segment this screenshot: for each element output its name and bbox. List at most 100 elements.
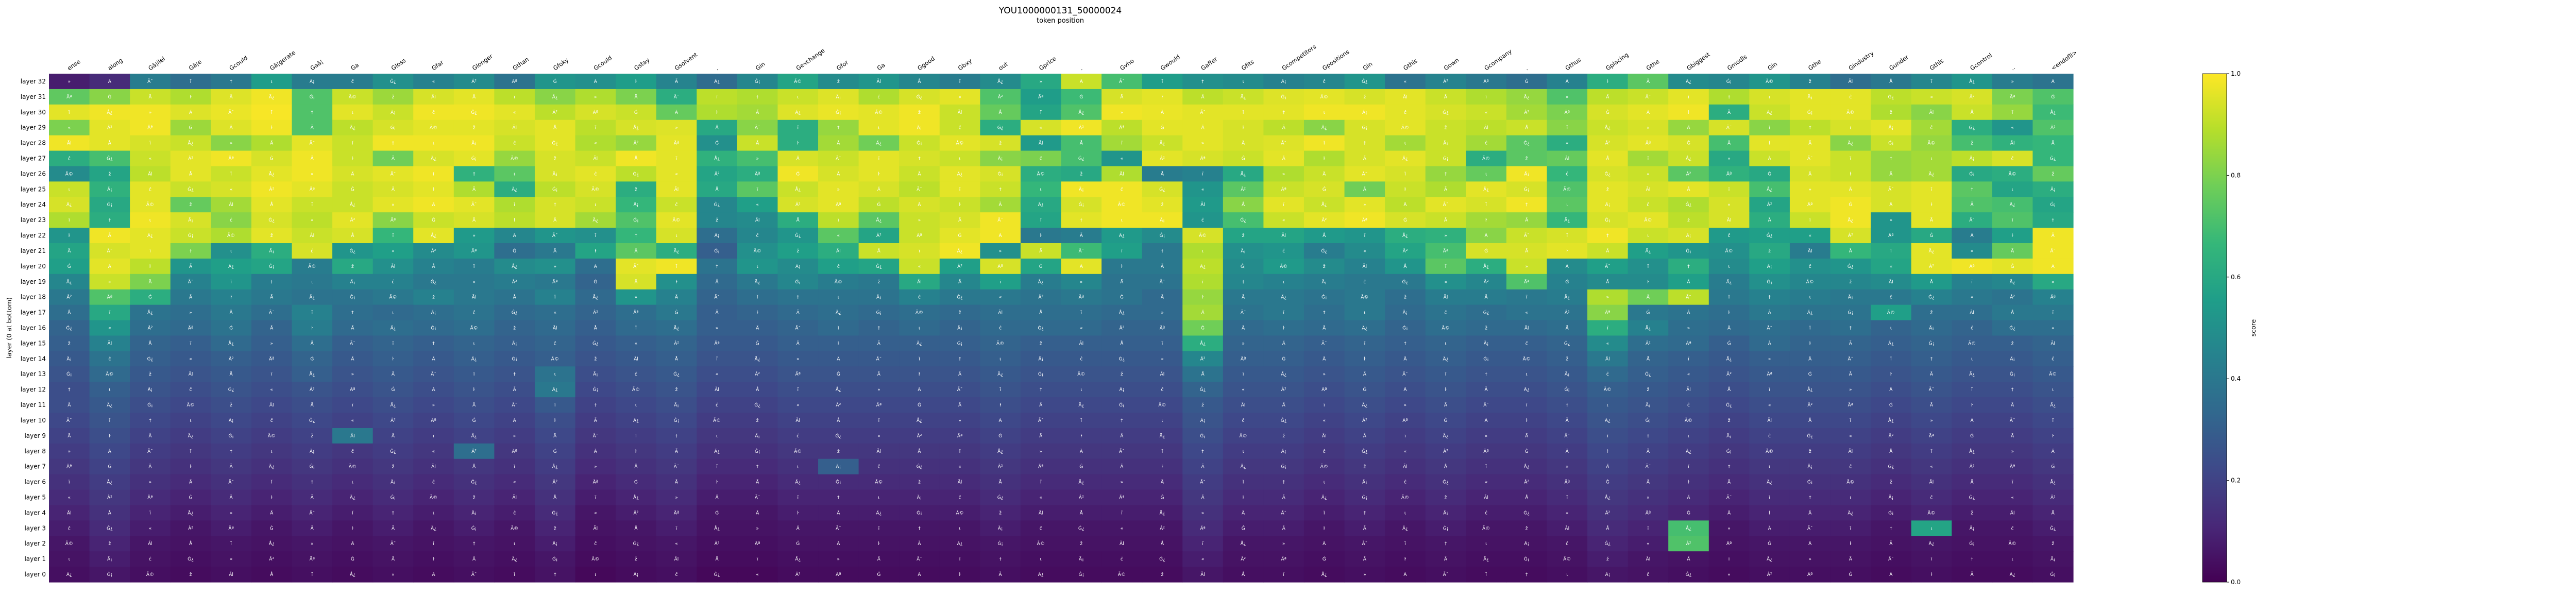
heatmap-cell	[1628, 397, 1669, 413]
heatmap-cell	[1303, 181, 1345, 197]
heatmap-cell	[1830, 443, 1871, 460]
heatmap-cell	[980, 351, 1021, 367]
cell-token: ž	[1606, 187, 1609, 192]
cell-token: Äª	[1119, 495, 1124, 501]
column-label: out	[997, 60, 1009, 72]
cell-token: Ġ¿	[714, 202, 720, 208]
cell-token: Å	[1606, 156, 1609, 162]
cell-token: ι	[1243, 449, 1244, 454]
heatmap-cell	[251, 74, 293, 90]
cell-token: Ġ	[1039, 264, 1043, 269]
cell-token: »	[958, 418, 961, 423]
heatmap-cell	[1587, 258, 1629, 275]
heatmap-cell	[1911, 413, 1952, 429]
heatmap-cell	[858, 150, 900, 167]
cell-token: Ġ	[229, 326, 233, 331]
cell-token: Ġ¿	[471, 110, 477, 115]
heatmap-cell	[1668, 413, 1709, 429]
heatmap-cell	[899, 120, 940, 136]
heatmap-cell	[899, 197, 940, 213]
heatmap-cell	[1952, 135, 1993, 151]
cell-token: Ã¯	[309, 510, 315, 516]
heatmap-cell	[777, 89, 819, 105]
heatmap-cell	[292, 304, 333, 321]
heatmap-cell	[1587, 120, 1629, 136]
cell-token: ž	[675, 387, 678, 393]
cell-token: Ä¡	[2010, 356, 2015, 362]
heatmap-cell	[1587, 181, 1629, 197]
cell-token: Ã¯	[876, 356, 882, 362]
heatmap-cell	[534, 150, 576, 167]
cell-token: Ġ¿	[633, 171, 639, 177]
heatmap-cell	[211, 135, 252, 151]
cell-token: Å¿	[1605, 125, 1611, 131]
cell-token: «	[756, 202, 759, 208]
heatmap-cell	[292, 382, 333, 398]
heatmap-cell	[1020, 104, 1062, 121]
heatmap-cell	[211, 351, 252, 367]
cell-token: ž	[68, 341, 71, 346]
heatmap-cell	[292, 335, 333, 351]
heatmap-cell	[656, 150, 697, 167]
heatmap-cell	[1142, 366, 1183, 382]
cell-token: »	[756, 526, 759, 531]
cell-token: Ã	[918, 541, 921, 547]
cell-token: Å	[270, 201, 274, 208]
cell-token: Ā	[715, 310, 719, 316]
cell-token: ι	[1404, 511, 1406, 516]
cell-token: Ãl	[512, 125, 517, 131]
heatmap-cell	[818, 320, 859, 336]
heatmap-cell	[939, 166, 980, 182]
cell-token: ŀ	[878, 172, 879, 177]
column-label: Gmodls	[1726, 53, 1749, 72]
cell-token: ĉ	[594, 171, 597, 177]
heatmap-cell	[1708, 289, 1750, 305]
heatmap-cell	[1344, 243, 1385, 259]
cell-token: ï	[230, 172, 232, 177]
cell-token: Ā	[148, 94, 152, 100]
heatmap-cell	[1992, 258, 2033, 275]
heatmap-cell	[1142, 304, 1183, 321]
heatmap-cell	[575, 104, 616, 121]
cell-token: Ä¿	[309, 295, 315, 300]
heatmap-cell	[1789, 289, 1831, 305]
cell-token: «	[1282, 218, 1285, 223]
heatmap-cell	[1628, 382, 1669, 398]
cell-token: Å	[837, 417, 840, 423]
heatmap-cell	[494, 181, 535, 197]
heatmap-cell	[899, 351, 940, 367]
cell-token: ĉ	[1445, 310, 1447, 316]
heatmap-cell	[697, 104, 738, 121]
cell-token: Ã	[553, 217, 557, 223]
cell-token: Ġ¿	[876, 264, 882, 269]
cell-token: Ä¿	[1726, 279, 1732, 285]
heatmap-cell	[1142, 397, 1183, 413]
cell-token: Ã	[1525, 217, 1529, 223]
cell-token: Ġ¡	[552, 186, 558, 192]
cell-token: Ġ¡	[1078, 572, 1084, 577]
cell-token: Ã©	[1846, 110, 1854, 115]
heatmap-cell	[1911, 89, 1952, 105]
heatmap-cell	[1992, 458, 2033, 475]
heatmap-cell	[899, 74, 940, 90]
cell-token: Ä¿	[1767, 110, 1772, 115]
cell-token: ï	[1404, 434, 1406, 439]
heatmap-cell	[1749, 320, 1790, 336]
heatmap-cell	[1871, 382, 1912, 398]
heatmap-cell	[1992, 274, 2033, 290]
heatmap-cell	[1466, 258, 1507, 275]
heatmap-cell	[1385, 413, 1426, 429]
cell-token: Ä¿	[1605, 418, 1611, 423]
heatmap-cell	[616, 243, 657, 259]
heatmap-cell	[1628, 289, 1669, 305]
heatmap-cell	[170, 320, 211, 336]
heatmap-cell	[1344, 382, 1385, 398]
cell-token: Ãl	[67, 141, 72, 146]
cell-token: ŀ	[1971, 403, 1973, 408]
cell-token: Ã¯	[1807, 156, 1813, 162]
heatmap-cell	[737, 397, 778, 413]
cell-token: »	[1404, 403, 1407, 408]
heatmap-cell	[1182, 181, 1224, 197]
heatmap-cell	[1182, 120, 1224, 136]
cell-token: ž	[1566, 356, 1568, 362]
